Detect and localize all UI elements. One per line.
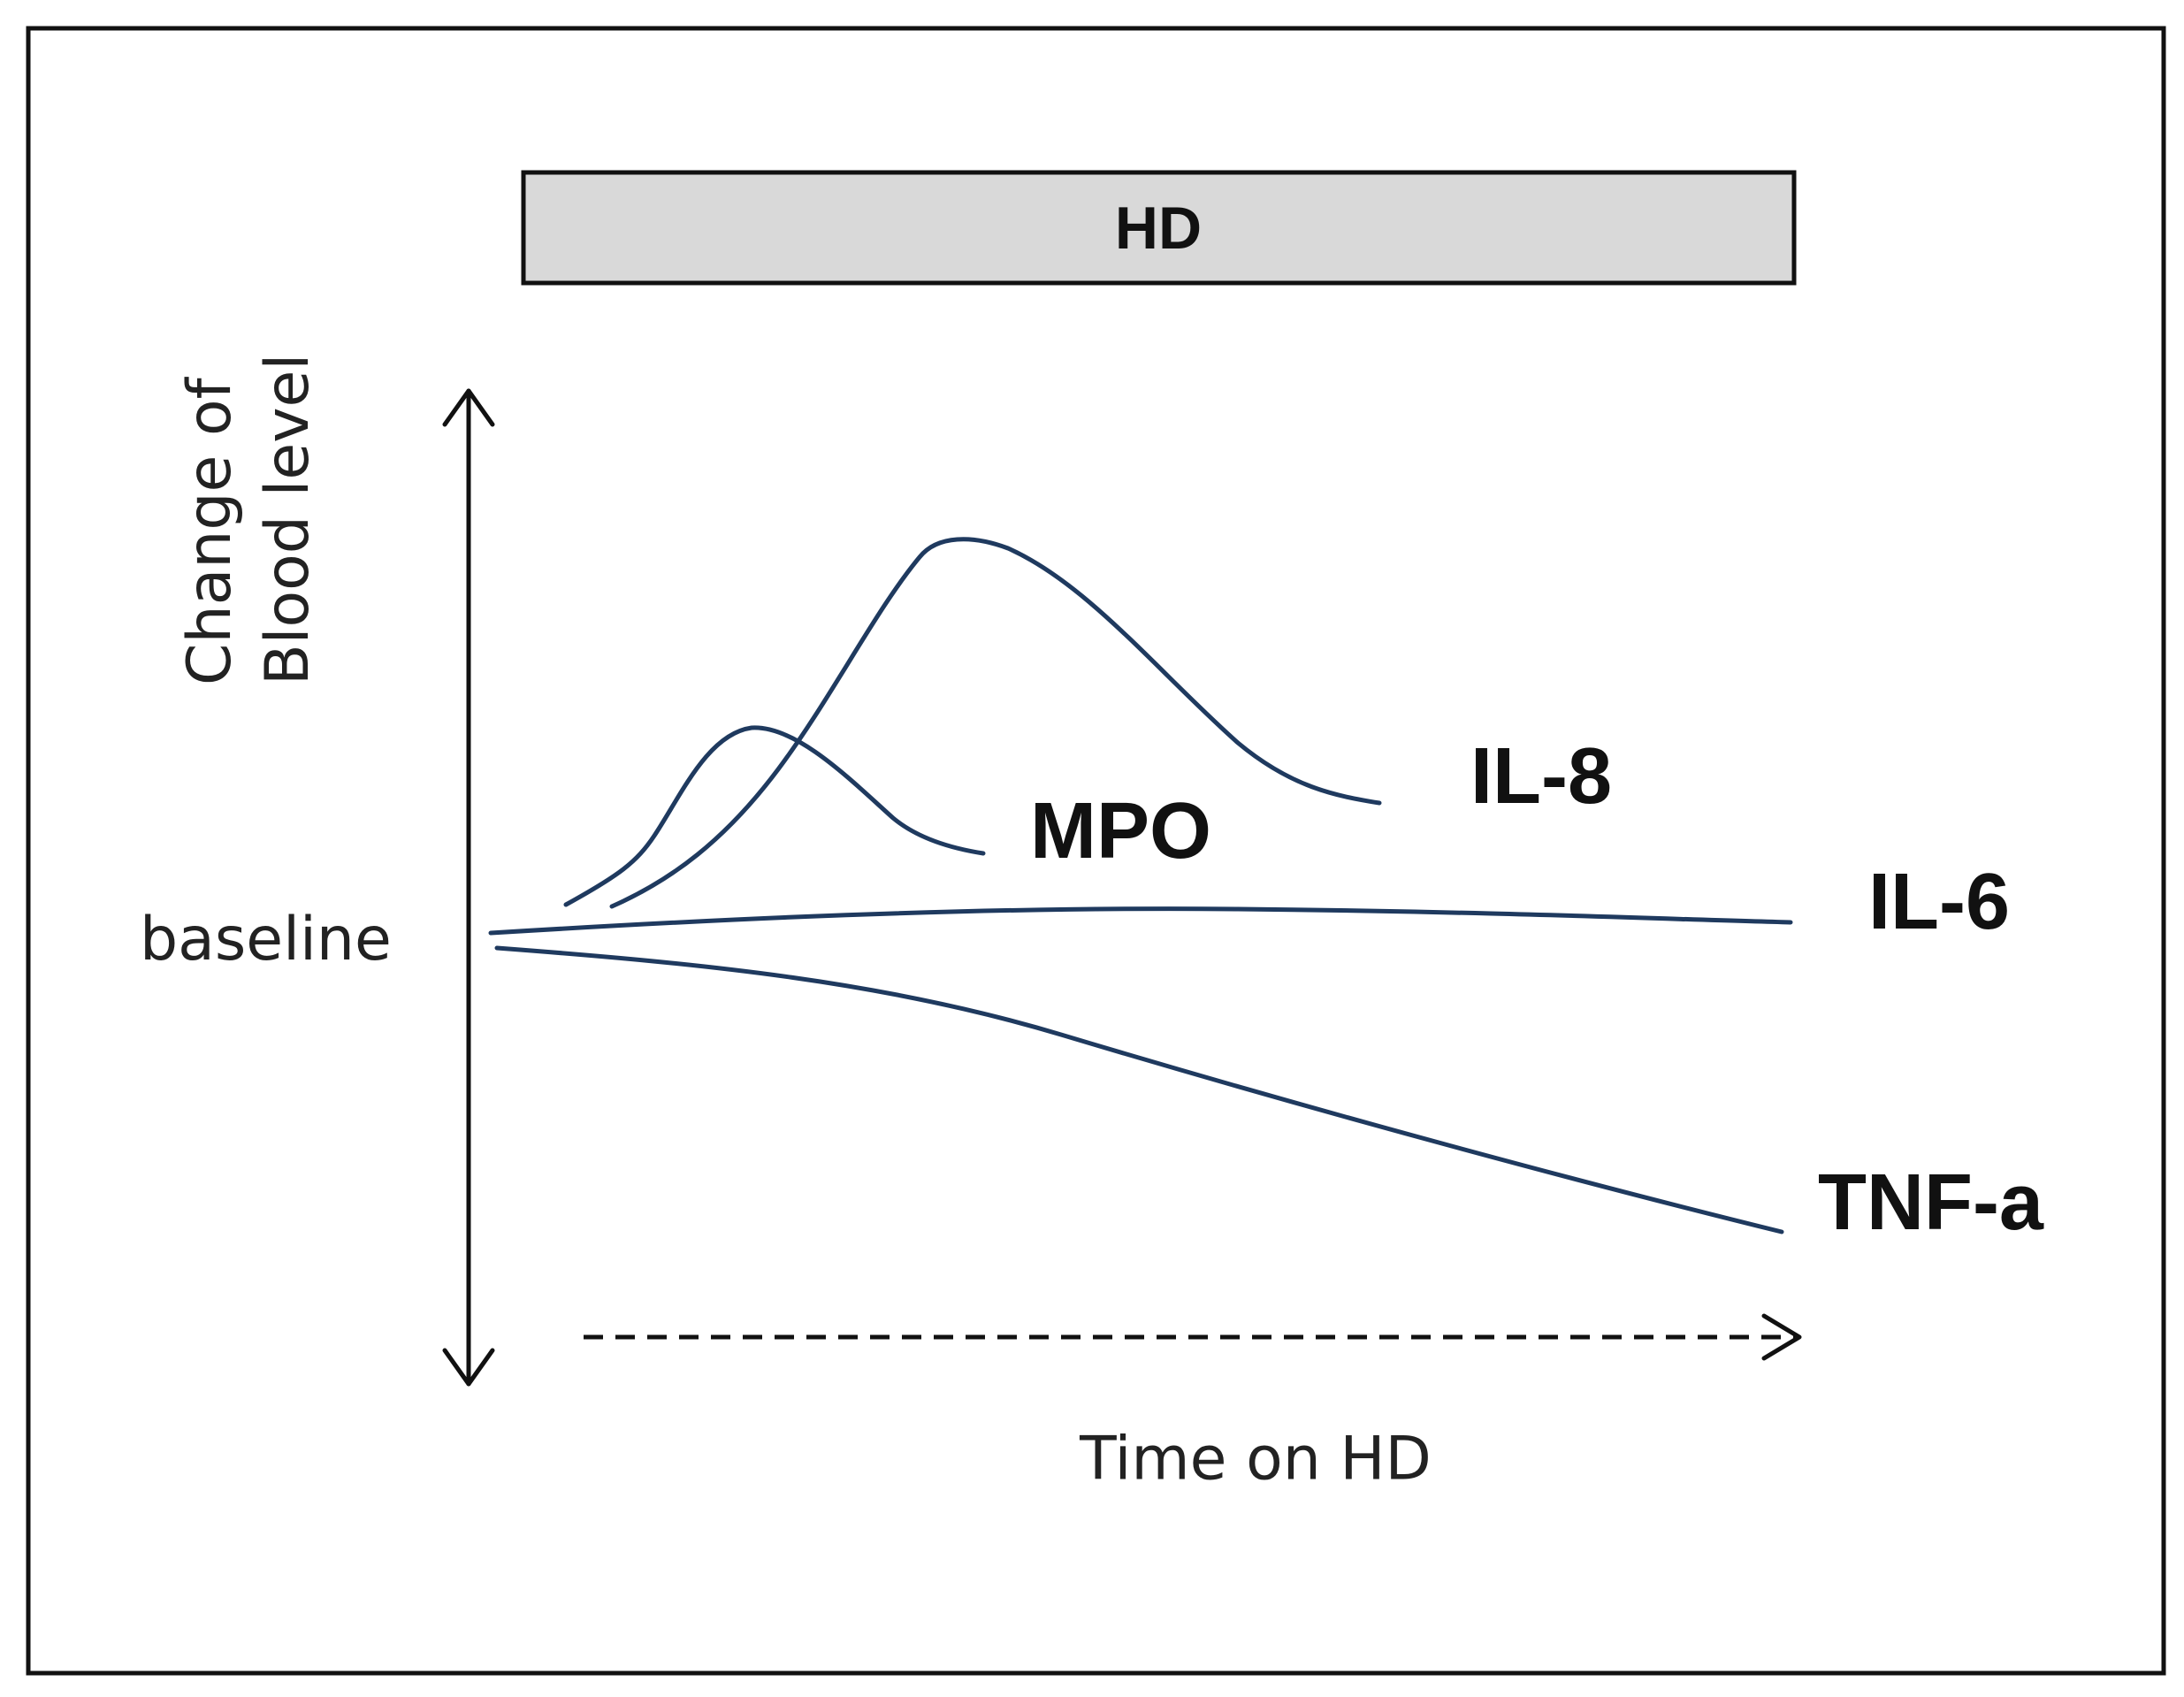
y-axis-label: Change of Blood level <box>175 354 323 685</box>
hd-bar: HD <box>521 170 1797 286</box>
x-axis-label: Time on HD <box>1079 1425 1432 1494</box>
il6-curve <box>488 906 1793 936</box>
mpo-label: MPO <box>1030 787 1211 875</box>
tnf-label: TNF-a <box>1818 1158 2044 1247</box>
hd-bar-label: HD <box>1115 195 1202 262</box>
tnf-curve <box>494 945 1784 1235</box>
baseline-label: baseline <box>140 905 392 975</box>
diagram-frame <box>26 26 2166 1676</box>
il6-label: IL-6 <box>1868 858 2010 946</box>
hd-bar-box <box>521 170 1797 286</box>
y-axis-up-arrow-icon <box>442 388 495 427</box>
y-axis-down-arrow-icon <box>442 1348 495 1387</box>
y-axis <box>442 388 495 1387</box>
time-arrow-head-icon <box>1761 1313 1802 1361</box>
il8-curve <box>609 537 1382 909</box>
il8-label: IL-8 <box>1470 732 1612 821</box>
time-arrow <box>584 1313 1802 1361</box>
mpo-curve <box>563 725 986 907</box>
curves <box>488 537 1793 1235</box>
y-axis-label-line1: Change of <box>175 376 245 685</box>
y-axis-label-line2: Blood level <box>253 354 323 685</box>
